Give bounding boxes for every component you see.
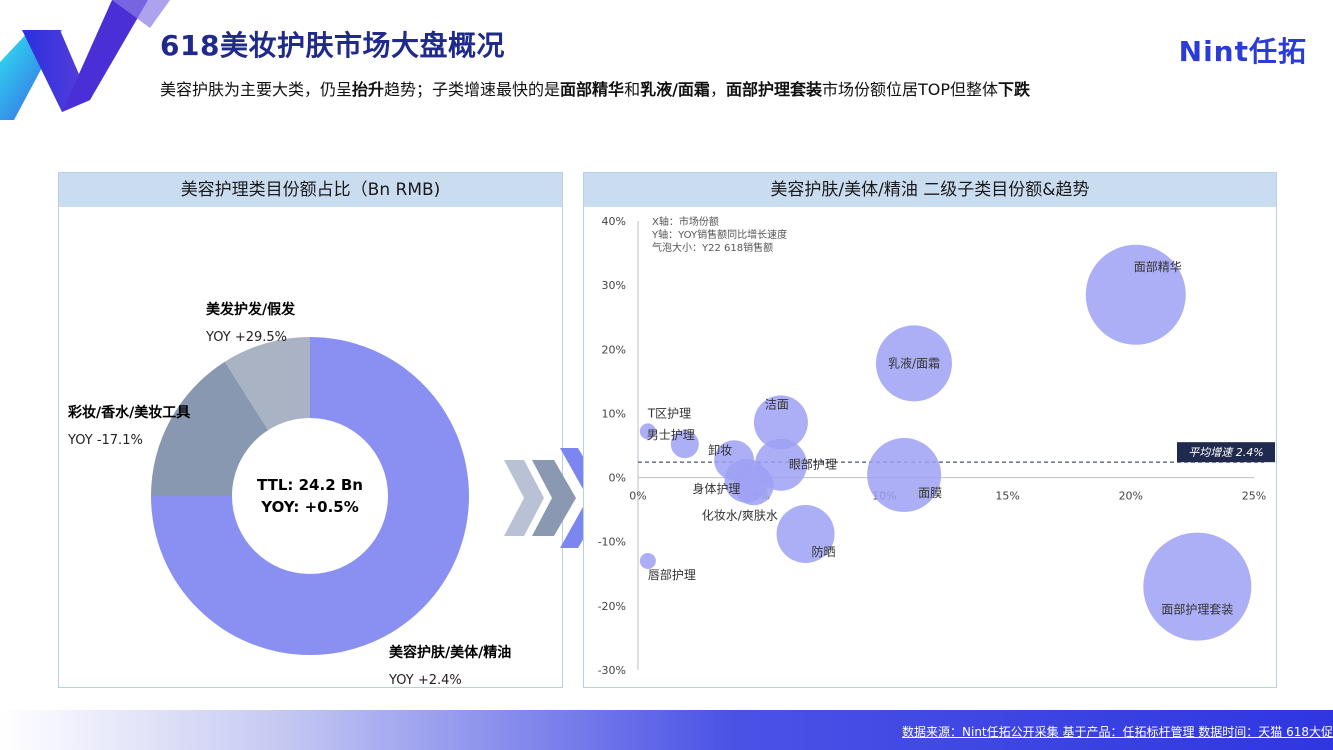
bubble-label: 身体护理 xyxy=(692,481,740,496)
y-tick-label: 10% xyxy=(602,407,626,420)
y-tick-label: 40% xyxy=(602,215,626,228)
footer-source-text: 数据来源：Nint任拓公开采集 基于产品：任拓标杆管理 数据时间：天猫 618大… xyxy=(902,725,1333,739)
bubble-label: 卸妆 xyxy=(708,442,732,457)
bubble-point xyxy=(753,395,808,450)
bubble-label: 唇部护理 xyxy=(648,567,696,582)
bubble-point xyxy=(1143,532,1252,641)
bubble-label: 面膜 xyxy=(918,486,942,500)
donut-yoy-label: YOY +2.4% xyxy=(388,673,462,686)
donut-category-label: 美发护发/假发 xyxy=(206,301,296,318)
bubble-label: 眼部护理 xyxy=(789,457,837,472)
subtitle-segment: 乳液/面霜 xyxy=(640,80,710,99)
donut-slice xyxy=(151,337,469,655)
x-tick-label: 20% xyxy=(1119,490,1143,503)
bubble-point xyxy=(776,505,835,564)
subtitle-segment: 面部精华 xyxy=(560,80,625,99)
bubble-label: 面部护理套装 xyxy=(1161,602,1233,617)
page-subtitle: 美容护肤为主要大类，仍呈抬升趋势；子类增速最快的是面部精华和乳液/面霜，面部护理… xyxy=(160,76,1030,100)
brand-logo: Nint任拓 xyxy=(1178,35,1307,68)
bubble-point xyxy=(670,430,699,459)
bubble-label: 化妆水/爽肤水 xyxy=(702,507,778,522)
bubble-label: 面部精华 xyxy=(1134,259,1182,274)
bubble-label: 乳液/面霜 xyxy=(888,355,940,370)
bubble-point xyxy=(875,325,952,402)
y-tick-label: -20% xyxy=(598,600,626,613)
bubble-point xyxy=(639,423,656,440)
average-growth-label: 平均增速 2.4% xyxy=(1188,446,1263,459)
subtitle-segment: 和 xyxy=(624,80,641,99)
donut-center-yoy: YOY: +0.5% xyxy=(260,498,359,516)
x-tick-label: 0% xyxy=(629,490,646,503)
bubble-label: 男士护理 xyxy=(647,428,695,442)
subtitle-segment: 市场份额位居TOP但整体 xyxy=(821,80,998,99)
subtitle-segment: ， xyxy=(709,80,726,99)
y-tick-label: 20% xyxy=(602,343,626,356)
bubble-chart: 40%30%20%10%0%-10%-20%-30%0%5%10%15%20%2… xyxy=(598,215,1275,677)
chart-note: 气泡大小：Y22 618销售额 xyxy=(652,241,773,254)
bubble-label: 防晒 xyxy=(812,544,836,559)
subtitle-segment: 美容护肤为主要大类，仍呈 xyxy=(160,80,353,99)
y-tick-label: -10% xyxy=(598,536,626,549)
donut-yoy-label: YOY +29.5% xyxy=(205,330,287,345)
y-tick-label: -30% xyxy=(598,664,626,677)
average-growth-badge xyxy=(1177,442,1275,463)
subtitle-segment: 下跌 xyxy=(998,80,1031,99)
bubble-chart-panel: 美容护肤/美体/精油 二级子类目份额&趋势 40% 30% 20% 10% 0% -10%… xyxy=(583,172,1277,688)
chart-note: X轴：市场份额 xyxy=(652,215,719,228)
chart-note: Y轴：YOY销售额同比增长速度 xyxy=(651,228,787,241)
bubble-point xyxy=(639,552,656,569)
bubble-label: 洁面 xyxy=(765,397,789,411)
donut-yoy-label: YOY -17.1% xyxy=(67,433,143,448)
subtitle-segment: 面部护理套装 xyxy=(725,80,822,99)
bubble-label: T区护理 xyxy=(647,406,691,420)
donut-chart: TTL: 24.2 Bn YOY: +0.5% 美容护肤/美体/精油 YOY +2.4… xyxy=(67,301,511,688)
x-tick-label: 25% xyxy=(1242,490,1266,503)
donut-slice xyxy=(151,361,269,496)
donut-chart-panel: 美容护理类目份额占比（Bn RMB) TTL: 24.2 Bn YOY: +0.5… xyxy=(58,172,563,688)
y-tick-label: 0% xyxy=(609,472,626,485)
decorative-logo-mark xyxy=(0,0,170,120)
donut-category-label: 美容护肤/美体/精油 xyxy=(389,644,511,661)
subtitle-segment: 趋势；子类增速最快的是 xyxy=(384,80,561,99)
donut-slice xyxy=(224,337,310,431)
bubble-point xyxy=(867,438,942,513)
donut-category-label: 彩妆/香水/美妆工具 xyxy=(67,404,190,421)
bubble-point xyxy=(1085,244,1186,345)
x-tick-label: 15% xyxy=(995,490,1019,503)
donut-panel-title: 美容护理类目份额占比（Bn RMB) xyxy=(59,173,562,207)
bubble-point xyxy=(733,465,774,506)
footer-bar xyxy=(0,710,1333,750)
page-title: 618美妆护肤市场大盘概况 xyxy=(160,29,505,62)
bubble-panel-title: 美容护肤/美体/精油 二级子类目份额&趋势 xyxy=(584,173,1276,207)
y-tick-label: 30% xyxy=(602,279,626,292)
donut-center-total: TTL: 24.2 Bn xyxy=(257,476,363,494)
subtitle-segment: 抬升 xyxy=(352,80,385,99)
